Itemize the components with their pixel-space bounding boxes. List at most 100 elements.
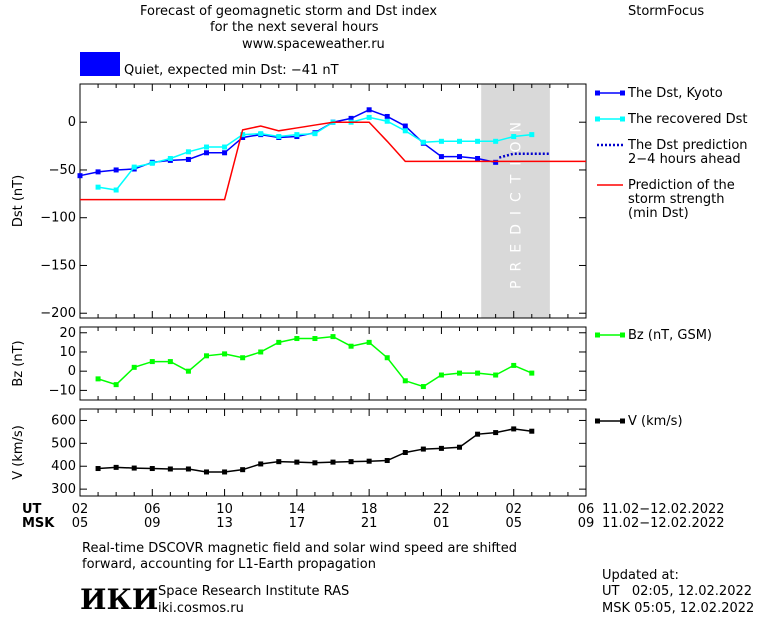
data-point (348, 115, 354, 121)
data-point (276, 339, 282, 345)
y-tick-label: 0 (68, 115, 76, 130)
data-point (258, 349, 264, 355)
data-point (475, 431, 481, 437)
data-point (240, 467, 246, 473)
data-point (457, 444, 462, 450)
data-point (131, 164, 137, 170)
y-tick-label: 600 (51, 413, 76, 428)
data-point (366, 339, 372, 345)
data-point (222, 351, 228, 357)
data-point (529, 132, 535, 138)
data-point (384, 355, 390, 361)
y-tick-label: −100 (40, 211, 76, 226)
data-point (402, 128, 408, 134)
data-point (330, 459, 336, 465)
data-point (402, 450, 408, 455)
data-point (420, 139, 426, 145)
data-point (276, 459, 282, 465)
brand-label: StormFocus (628, 4, 705, 19)
data-point (258, 461, 264, 467)
data-point (95, 169, 101, 175)
data-point (348, 343, 354, 349)
data-point (185, 149, 191, 155)
y-tick-label: 10 (59, 345, 76, 360)
data-point (420, 384, 426, 390)
data-point (493, 138, 499, 144)
x-tick-label-ut: 18 (361, 502, 378, 517)
legend-label: The Dst prediction (627, 138, 748, 153)
status-text: Quiet, expected min Dst: −41 nT (124, 63, 339, 78)
y-axis-label: Bz (nT) (11, 340, 26, 386)
data-point (402, 378, 408, 384)
data-point (294, 132, 300, 138)
y-axis-label: V (km/s) (11, 425, 26, 480)
data-point (113, 167, 119, 173)
data-point (312, 460, 318, 466)
legend-label: Bz (nT, GSM) (628, 328, 712, 343)
data-point (276, 134, 282, 140)
data-point (511, 426, 517, 432)
legend-label: The recovered Dst (627, 112, 747, 127)
data-point (185, 368, 191, 374)
data-point (240, 134, 246, 140)
data-point (529, 370, 535, 376)
data-point (95, 184, 101, 190)
data-point (511, 362, 517, 368)
legend-swatch-marker (595, 116, 600, 122)
legend-swatch-marker (620, 418, 625, 424)
data-point (475, 370, 481, 376)
data-point (167, 359, 173, 365)
data-point (113, 187, 119, 193)
date-range-ut: 11.02−12.02.2022 (602, 502, 725, 517)
data-point (457, 370, 462, 376)
data-point (420, 446, 426, 452)
data-point (204, 469, 209, 475)
x-axis-label-ut: UT (22, 502, 42, 517)
data-point (493, 372, 499, 378)
data-point (294, 459, 300, 465)
data-point (204, 144, 209, 150)
legend-swatch-marker (595, 90, 600, 96)
legend-label: 2−4 hours ahead (628, 152, 741, 167)
data-point (384, 118, 390, 124)
data-point (222, 144, 228, 150)
x-tick-label-msk: 01 (433, 516, 450, 531)
updated-label: Updated at: (602, 568, 679, 583)
data-point (312, 131, 318, 137)
series-line (80, 121, 586, 201)
data-point (222, 150, 228, 156)
series-line (97, 116, 532, 191)
data-point (493, 159, 499, 165)
data-point (95, 466, 101, 472)
iki-logo: ИКИ (80, 583, 159, 616)
footer-note-line2: forward, accounting for L1-Earth propaga… (82, 557, 376, 572)
panel-frame (79, 408, 587, 497)
data-point (131, 364, 137, 370)
x-axis-label-msk: MSK (22, 516, 55, 531)
data-point (240, 355, 246, 361)
x-tick-label-msk: 05 (505, 516, 522, 531)
data-point (366, 114, 372, 120)
x-tick-label-msk: 09 (144, 516, 161, 531)
x-tick-label-ut: 10 (216, 502, 233, 517)
y-tick-label: −150 (40, 258, 76, 273)
updated-ut: UT 02:05, 12.02.2022 (602, 584, 753, 599)
chart-title-line2: for the next several hours (210, 20, 379, 35)
institute-site: iki.cosmos.ru (158, 601, 244, 616)
data-point (457, 154, 462, 160)
x-tick-label-ut: 02 (72, 502, 89, 517)
legend-label: V (km/s) (628, 414, 683, 429)
series-line (97, 335, 533, 388)
data-point (348, 459, 354, 465)
data-point (493, 430, 499, 436)
y-tick-label: −50 (49, 163, 76, 178)
data-point (294, 336, 300, 342)
data-point (95, 376, 101, 382)
data-point (457, 138, 462, 144)
legend-label: The Dst, Kyoto (627, 86, 723, 101)
data-point (258, 131, 264, 137)
x-tick-label-msk: 17 (289, 516, 306, 531)
source-url: www.spaceweather.ru (242, 37, 385, 52)
x-tick-label-msk: 13 (216, 516, 233, 531)
